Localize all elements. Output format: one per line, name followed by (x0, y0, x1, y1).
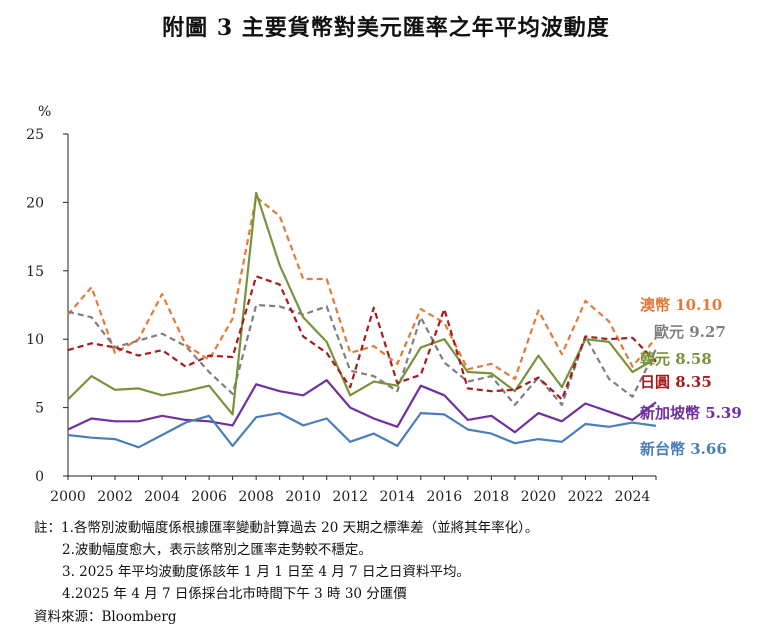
series-line-1 (67, 195, 657, 380)
line-chart: % 0 5 10 15 20 25 2000 2002 2004 2006 2008 2010 2012 2… (26, 104, 742, 505)
series-end-labels: 澳幣 10.10 歐元 9.27 韓元 8.58 日圓 8.35 新加坡幣 5.39 新台… (640, 296, 742, 458)
x-tick-label: 2004 (144, 489, 180, 505)
x-tick-label: 2000 (50, 489, 86, 505)
series-line-6 (67, 412, 657, 449)
y-tick-label: 0 (35, 469, 44, 485)
series-line-3 (67, 191, 657, 416)
footnote-2: 2.波動幅度愈大，表示該幣別之匯率走勢較不穩定。 (62, 542, 372, 558)
chart-title: 附圖 3 主要貨幣對美元匯率之年平均波動度 (162, 15, 610, 41)
footnote-3: 3. 2025 年平均波動度係該年 1 月 1 日至 4 月 7 日之日資料平均… (62, 564, 471, 580)
x-tick-label: 2006 (191, 489, 227, 505)
series-end-label-5: 新加坡幣 5.39 (640, 404, 742, 422)
x-tick-label: 2010 (285, 489, 321, 505)
x-tick-label: 2022 (568, 489, 604, 505)
x-tick-label: 2014 (379, 489, 415, 505)
series-end-label-3: 韓元 8.58 (640, 350, 712, 368)
axes: % 0 5 10 15 20 25 2000 2002 2004 2006 2008 2010 2012 2… (26, 104, 657, 505)
y-tick-label: 5 (35, 401, 44, 417)
x-tick-label: 2008 (238, 489, 274, 505)
y-tick-label: 20 (26, 195, 44, 211)
x-tick-label: 2018 (474, 489, 510, 505)
footnotes: 註：1.各幣別波動幅度係根據匯率變動計算過去 20 天期之標準差（並將其年率化）… (34, 517, 538, 605)
x-tick-label: 2016 (426, 489, 462, 505)
source-note: 資料來源：Bloomberg (34, 609, 177, 625)
x-tick-label: 2012 (332, 489, 368, 505)
footnote-1: 註：1.各幣別波動幅度係根據匯率變動計算過去 20 天期之標準差（並將其年率化）… (34, 520, 539, 536)
series-end-label-6: 新台幣 3.66 (640, 440, 727, 458)
footnote-4: 4.2025 年 4 月 7 日係採台北市時間下午 3 時 30 分匯價 (62, 586, 407, 602)
series-line-4 (67, 275, 657, 401)
y-tick-label: 25 (26, 127, 44, 143)
series-end-label-1: 澳幣 10.10 (640, 296, 722, 314)
x-tick-label: 2024 (615, 489, 651, 505)
x-tick-label: 2002 (97, 489, 133, 505)
y-axis-unit-label: % (38, 104, 51, 120)
y-tick-label: 10 (26, 332, 44, 348)
y-tick-label: 15 (26, 264, 44, 280)
series-line-5 (67, 379, 657, 434)
series-end-label-4: 日圓 8.35 (640, 373, 712, 391)
series-end-label-2: 歐元 9.27 (654, 323, 726, 341)
series-line-2 (67, 303, 657, 406)
series-lines (67, 191, 657, 449)
x-tick-label: 2020 (521, 489, 557, 505)
